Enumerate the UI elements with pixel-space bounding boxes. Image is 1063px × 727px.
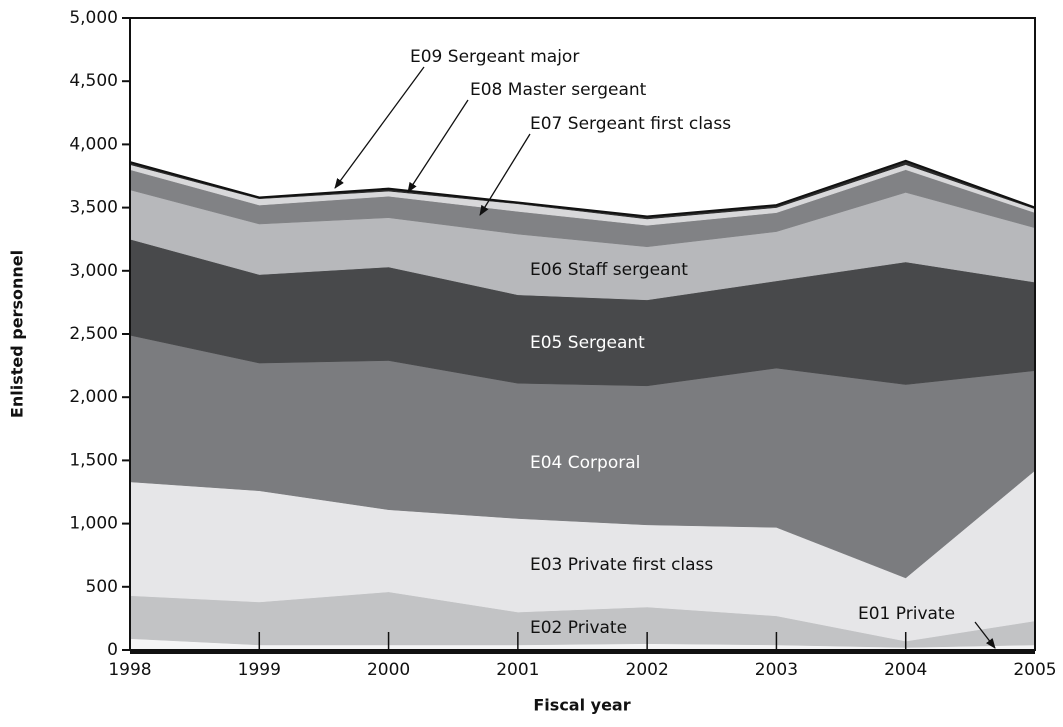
series-label: E07 Sergeant first class: [530, 114, 731, 134]
x-tick-label: 2002: [626, 660, 669, 680]
y-axis-title: Enlisted personnel: [8, 250, 27, 418]
y-tick-label: 1,000: [69, 514, 118, 534]
x-tick-label: 1998: [108, 660, 151, 680]
x-tick-label: 2004: [884, 660, 927, 680]
y-tick-label: 1,500: [69, 450, 118, 470]
series-label: E05 Sergeant: [530, 333, 645, 353]
series-label: E01 Private: [858, 604, 955, 624]
label-arrow: [334, 66, 425, 189]
y-tick-label: 3,500: [69, 198, 118, 218]
series-label: E09 Sergeant major: [410, 47, 579, 67]
label-arrow: [407, 99, 469, 193]
y-tick-label: 500: [86, 577, 118, 597]
series-label: E02 Private: [530, 618, 627, 638]
y-tick-label: 5,000: [69, 8, 118, 28]
series-label: E04 Corporal: [530, 453, 640, 473]
x-tick-label: 2001: [496, 660, 539, 680]
y-tick-label: 2,500: [69, 324, 118, 344]
x-tick-label: 2000: [367, 660, 410, 680]
series-label: E06 Staff sergeant: [530, 260, 688, 280]
label-arrow: [974, 621, 996, 649]
y-tick-label: 2,000: [69, 387, 118, 407]
series-label: E03 Private first class: [530, 555, 713, 575]
y-tick-label: 4,000: [69, 134, 118, 154]
series-label: E08 Master sergeant: [470, 80, 647, 100]
y-tick-label: 4,500: [69, 71, 118, 91]
y-tick-label: 3,000: [69, 261, 118, 281]
x-axis-title: Fiscal year: [533, 696, 630, 715]
x-tick-label: 2003: [755, 660, 798, 680]
top-edge: [129, 159, 1036, 218]
label-arrow: [479, 133, 531, 216]
x-tick-label: 1999: [238, 660, 281, 680]
x-tick-label: 2005: [1013, 660, 1056, 680]
y-tick-label: 0: [107, 640, 118, 660]
